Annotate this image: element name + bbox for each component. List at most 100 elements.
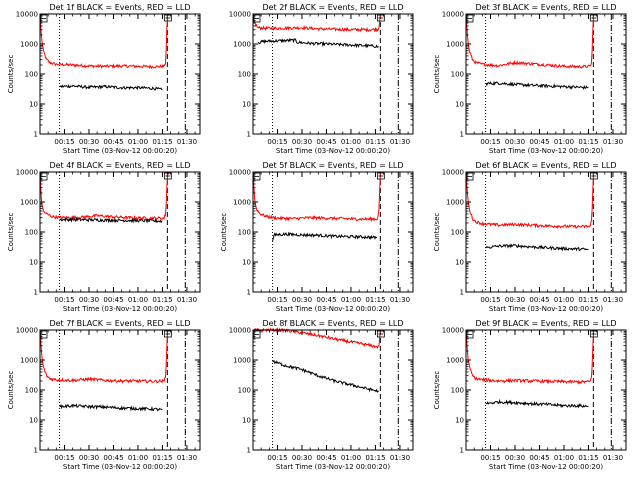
y-axis-label: Counts/sec bbox=[7, 55, 15, 94]
x-tick-label: 01:00 bbox=[554, 138, 574, 146]
corner-glyph-box bbox=[253, 14, 261, 23]
x-tick-label: 00:15 bbox=[267, 138, 287, 146]
y-tick-label: 10 bbox=[29, 259, 38, 267]
chart-title: Det 8f BLACK = Events, RED = LLD bbox=[262, 319, 403, 328]
corner-glyph bbox=[163, 14, 172, 22]
corner-glyph bbox=[253, 330, 261, 339]
corner-glyph-box bbox=[163, 330, 172, 338]
corner-glyph bbox=[40, 172, 48, 181]
chart-panel-9: Det 9f BLACK = Events, RED = LLD 1 10 100 10… bbox=[433, 319, 627, 471]
y-tick-label: 100 bbox=[238, 387, 251, 395]
lld-series-line bbox=[465, 329, 596, 385]
lld-series-line bbox=[39, 14, 170, 70]
y-tick-label: 1000 bbox=[20, 357, 38, 365]
x-tick-label: 01:15 bbox=[152, 454, 172, 462]
y-tick-label: 1 bbox=[460, 131, 464, 139]
corner-glyph bbox=[253, 172, 261, 181]
corner-glyph bbox=[163, 330, 172, 338]
y-tick-label: 1000 bbox=[233, 199, 251, 207]
x-tick-label: 01:00 bbox=[128, 296, 148, 304]
x-tick-label: 01:15 bbox=[578, 454, 598, 462]
x-tick-label: 01:30 bbox=[603, 296, 623, 304]
x-tick-label: 01:30 bbox=[390, 138, 410, 146]
chart-panel-2: Det 2f BLACK = Events, RED = LLD 1 10 100 10… bbox=[229, 3, 414, 155]
corner-glyph-box bbox=[376, 14, 385, 22]
y-tick-label: 10 bbox=[242, 259, 251, 267]
corner-glyph bbox=[466, 14, 474, 23]
y-tick-label: 10000 bbox=[442, 169, 464, 177]
lld-series-line bbox=[39, 329, 170, 384]
chart-title: Det 2f BLACK = Events, RED = LLD bbox=[262, 3, 403, 12]
lld-series-line bbox=[252, 15, 381, 33]
y-tick-label: 10 bbox=[29, 101, 38, 109]
y-tick-label: 1 bbox=[34, 131, 38, 139]
y-tick-label: 10 bbox=[29, 417, 38, 425]
corner-glyph-box bbox=[163, 172, 172, 180]
x-tick-label: 00:45 bbox=[316, 454, 336, 462]
x-tick-label: 00:45 bbox=[529, 454, 549, 462]
chart-panel-5: Det 5f BLACK = Events, RED = LLD 1 10 100 10… bbox=[220, 161, 414, 313]
y-tick-label: 1 bbox=[460, 447, 464, 455]
x-tick-label: 01:30 bbox=[177, 138, 197, 146]
x-axis-label: Start Time (03-Nov-12 00:00:20) bbox=[63, 463, 177, 471]
corner-glyph bbox=[40, 14, 48, 23]
x-axis-label: Start Time (03-Nov-12 00:00:20) bbox=[489, 147, 603, 155]
corner-glyph-box bbox=[466, 14, 474, 23]
x-tick-label: 00:15 bbox=[480, 296, 500, 304]
corner-glyph-box bbox=[589, 14, 598, 22]
y-tick-label: 10000 bbox=[229, 169, 251, 177]
y-tick-label: 1 bbox=[460, 289, 464, 297]
chart-title: Det 7f BLACK = Events, RED = LLD bbox=[49, 319, 190, 328]
chart-title: Det 4f BLACK = Events, RED = LLD bbox=[49, 161, 190, 170]
x-tick-label: 00:30 bbox=[292, 296, 312, 304]
corner-glyph bbox=[40, 330, 48, 339]
x-tick-label: 01:15 bbox=[152, 138, 172, 146]
lld-series-line bbox=[465, 171, 596, 229]
corner-glyph bbox=[466, 330, 474, 339]
x-tick-label: 00:45 bbox=[103, 296, 123, 304]
x-tick-label: 00:45 bbox=[316, 138, 336, 146]
plot-frame bbox=[465, 13, 627, 135]
x-tick-label: 01:15 bbox=[578, 296, 598, 304]
events-series-line bbox=[485, 80, 589, 90]
x-tick-label: 01:00 bbox=[341, 138, 361, 146]
events-series-line bbox=[257, 38, 379, 49]
chart-panel-6: Det 6f BLACK = Events, RED = LLD 1 10 100 10… bbox=[433, 161, 627, 313]
x-tick-label: 01:00 bbox=[128, 138, 148, 146]
y-tick-label: 10 bbox=[455, 259, 464, 267]
chart-panel-7: Det 7f BLACK = Events, RED = LLD 1 10 100 10… bbox=[7, 319, 201, 471]
chart-title: Det 1f BLACK = Events, RED = LLD bbox=[49, 3, 190, 12]
x-tick-label: 00:15 bbox=[480, 138, 500, 146]
y-tick-label: 10000 bbox=[16, 11, 38, 19]
events-series-line bbox=[272, 231, 378, 242]
x-tick-label: 00:15 bbox=[54, 454, 74, 462]
y-tick-label: 100 bbox=[25, 71, 38, 79]
x-tick-label: 00:15 bbox=[54, 138, 74, 146]
corner-glyph-box bbox=[253, 172, 261, 181]
corner-glyph bbox=[466, 172, 474, 181]
y-tick-label: 10 bbox=[242, 101, 251, 109]
y-tick-label: 10000 bbox=[442, 327, 464, 335]
corner-glyph-box bbox=[163, 14, 172, 22]
y-tick-label: 1 bbox=[34, 447, 38, 455]
y-tick-label: 1 bbox=[247, 131, 251, 139]
x-tick-label: 00:30 bbox=[79, 138, 99, 146]
y-tick-label: 100 bbox=[238, 229, 251, 237]
x-tick-label: 00:15 bbox=[267, 454, 287, 462]
chart-title: Det 9f BLACK = Events, RED = LLD bbox=[475, 319, 616, 328]
corner-glyph bbox=[589, 14, 598, 22]
x-tick-label: 00:45 bbox=[103, 454, 123, 462]
lld-series-line bbox=[465, 14, 596, 70]
y-tick-label: 10000 bbox=[16, 169, 38, 177]
x-tick-label: 01:30 bbox=[390, 296, 410, 304]
chart-title: Det 5f BLACK = Events, RED = LLD bbox=[262, 161, 403, 170]
plot-frame bbox=[252, 13, 414, 135]
y-tick-label: 100 bbox=[25, 387, 38, 395]
y-axis-label: Counts/sec bbox=[220, 213, 228, 252]
x-tick-label: 01:15 bbox=[578, 138, 598, 146]
x-tick-label: 01:00 bbox=[554, 454, 574, 462]
corner-glyph-box bbox=[253, 330, 261, 339]
y-tick-label: 1000 bbox=[233, 357, 251, 365]
chart-panel-1: Det 1f BLACK = Events, RED = LLD 1 10 100 10… bbox=[7, 3, 201, 155]
